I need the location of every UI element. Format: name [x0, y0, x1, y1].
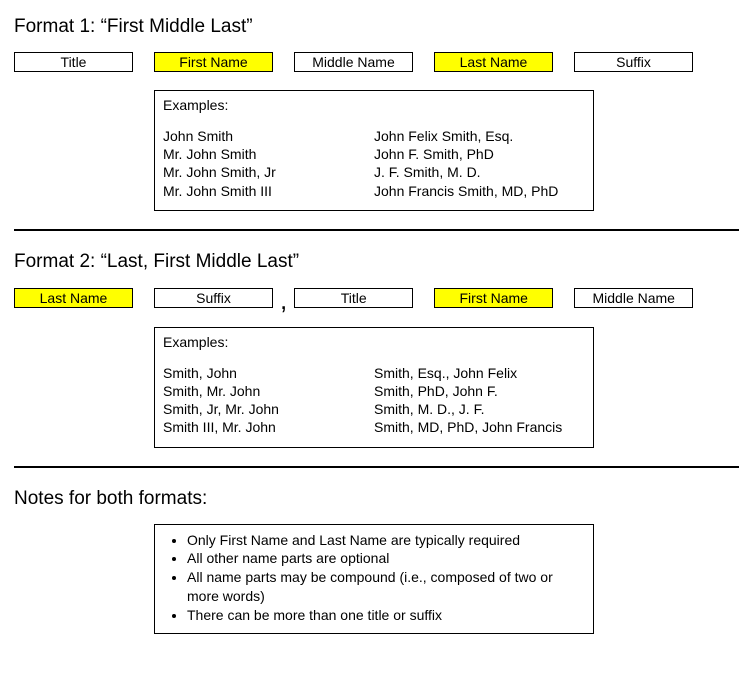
notes-list: Only First Name and Last Name are typica… — [165, 531, 583, 625]
notes-title: Notes for both formats: — [14, 488, 739, 510]
format1-examples-box: Examples: John SmithMr. John SmithMr. Jo… — [154, 90, 594, 211]
format2-title: Format 2: “Last, First Middle Last” — [14, 251, 739, 273]
examples-label: Examples: — [163, 97, 585, 113]
divider — [14, 466, 739, 468]
name-part-pill: Title — [14, 52, 133, 72]
format1-pill-row: Title First Name Middle Name Last Name Suffi… — [14, 52, 739, 72]
example-line: Smith, MD, PhD, John Francis — [374, 418, 585, 436]
example-line: Smith, Jr, Mr. John — [163, 400, 374, 418]
example-line: John Smith — [163, 127, 374, 145]
name-part-pill: First Name — [434, 288, 553, 308]
example-line: J. F. Smith, M. D. — [374, 163, 585, 181]
notes-box: Only First Name and Last Name are typica… — [154, 524, 594, 634]
name-part-pill: Title — [294, 288, 413, 308]
example-line: Smith, Esq., John Felix — [374, 364, 585, 382]
format2-pill-row: Last NameSuffix,TitleFirst NameMiddle Na… — [14, 287, 739, 309]
format2-examples-box: Examples: Smith, JohnSmith, Mr. JohnSmit… — [154, 327, 594, 448]
example-line: John Felix Smith, Esq. — [374, 127, 585, 145]
example-line: Smith, Mr. John — [163, 382, 374, 400]
example-line: Smith, John — [163, 364, 374, 382]
example-line: Smith, PhD, John F. — [374, 382, 585, 400]
divider — [14, 229, 739, 231]
example-line: Mr. John Smith — [163, 145, 374, 163]
example-line: Smith, M. D., J. F. — [374, 400, 585, 418]
notes-item: There can be more than one title or suff… — [187, 606, 583, 625]
name-part-pill: Middle Name — [294, 52, 413, 72]
example-line: John Francis Smith, MD, PhD — [374, 182, 585, 200]
notes-item: Only First Name and Last Name are typica… — [187, 531, 583, 550]
example-line: Mr. John Smith III — [163, 182, 374, 200]
name-part-pill: Middle Name — [574, 288, 693, 308]
name-part-pill: Suffix — [574, 52, 693, 72]
format2-examples-right: Smith, Esq., John FelixSmith, PhD, John … — [374, 364, 585, 437]
notes-item: All other name parts are optional — [187, 549, 583, 568]
separator-comma: , — [280, 287, 287, 313]
example-line: John F. Smith, PhD — [374, 145, 585, 163]
name-part-pill: Suffix — [154, 288, 273, 308]
format1-examples-left: John SmithMr. John SmithMr. John Smith, … — [163, 127, 374, 200]
examples-label: Examples: — [163, 334, 585, 350]
name-part-pill: Last Name — [14, 288, 133, 308]
format1-examples-right: John Felix Smith, Esq.John F. Smith, PhD… — [374, 127, 585, 200]
format1-title: Format 1: “First Middle Last” — [14, 16, 739, 38]
notes-item: All name parts may be compound (i.e., co… — [187, 568, 583, 606]
name-part-pill: Last Name — [434, 52, 553, 72]
name-part-pill: First Name — [154, 52, 273, 72]
example-line: Mr. John Smith, Jr — [163, 163, 374, 181]
format2-examples-left: Smith, JohnSmith, Mr. JohnSmith, Jr, Mr.… — [163, 364, 374, 437]
example-line: Smith III, Mr. John — [163, 418, 374, 436]
